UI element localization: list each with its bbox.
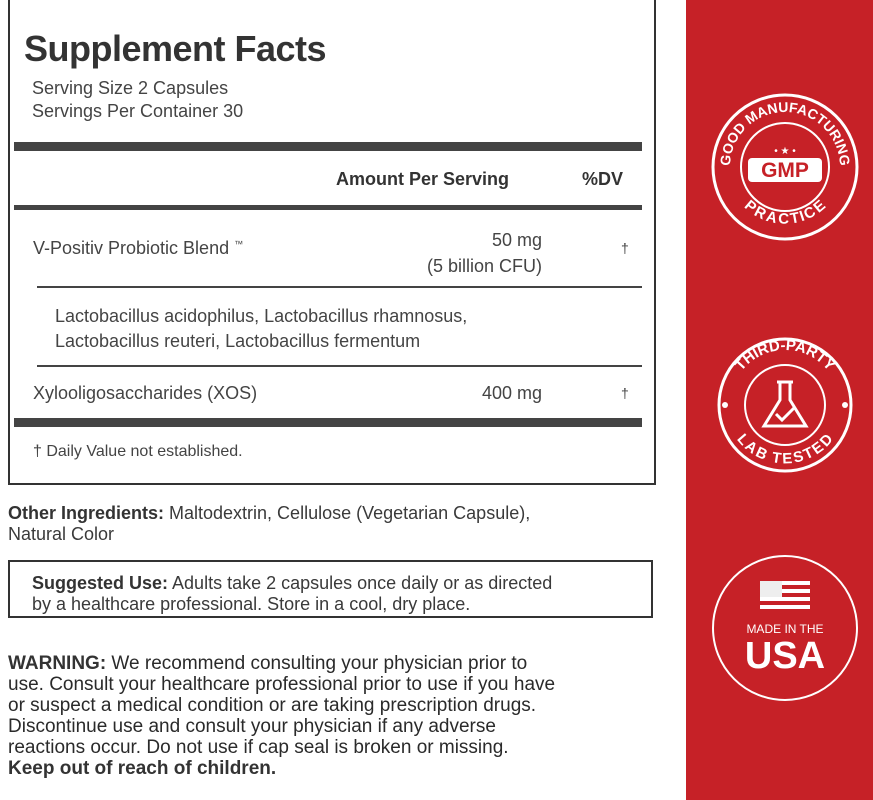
flask-check-icon [761, 380, 809, 428]
serving-size: Serving Size 2 Capsules [32, 78, 229, 98]
ingredient-name: Xylooligosaccharides (XOS) [33, 383, 258, 403]
svg-text:GMP: GMP [761, 159, 809, 182]
servings-per-container: Servings Per Container 30 [32, 101, 244, 121]
divider [14, 142, 642, 151]
divider [37, 286, 642, 288]
divider [14, 205, 642, 210]
ingredient-dv: † [621, 240, 629, 256]
svg-text:USA: USA [745, 635, 825, 677]
gmp-badge: GOOD MANUFACTURING PRACTICE • ★ • GMP [711, 93, 859, 241]
strains-line-2: Lactobacillus reuteri, Lactobacillus fer… [55, 331, 421, 351]
third-party-lab-tested-badge: THIRD-PARTY LAB TESTED [717, 337, 853, 473]
facts-title: Supplement Facts [24, 28, 327, 69]
other-ingredients: Other Ingredients: Maltodextrin, Cellulo… [8, 503, 531, 544]
us-flag-icon [760, 581, 810, 609]
footnote: † Daily Value not established. [33, 443, 243, 460]
badge-panel: GOOD MANUFACTURING PRACTICE • ★ • GMP TH… [686, 0, 873, 800]
made-in-usa-badge: MADE IN THE USA [712, 555, 858, 701]
header-amount: Amount Per Serving [336, 169, 510, 189]
ingredient-name: V-Positiv Probiotic Blend ™ [33, 238, 244, 258]
ingredient-cfu: (5 billion CFU) [426, 256, 542, 276]
suggested-use: Suggested Use: Adults take 2 capsules on… [32, 573, 553, 614]
supplement-facts-panel [8, 0, 656, 485]
svg-text:• ★ •: • ★ • [774, 146, 796, 157]
suggested-use-box [8, 560, 653, 618]
strains-line-1: Lactobacillus acidophilus, Lactobacillus… [55, 306, 468, 326]
svg-text:PRACTICE: PRACTICE [741, 197, 829, 228]
divider [37, 365, 642, 367]
ingredient-amount: 400 mg [481, 383, 542, 403]
header-dv: %DV [582, 169, 624, 189]
ingredient-dv: † [621, 385, 629, 401]
ingredient-amount: 50 mg [491, 230, 542, 250]
warning: WARNING: We recommend consulting your ph… [8, 653, 556, 779]
svg-text:THIRD-PARTY: THIRD-PARTY [732, 337, 839, 374]
svg-text:MADE IN THE: MADE IN THE [746, 622, 823, 636]
divider [14, 418, 642, 427]
